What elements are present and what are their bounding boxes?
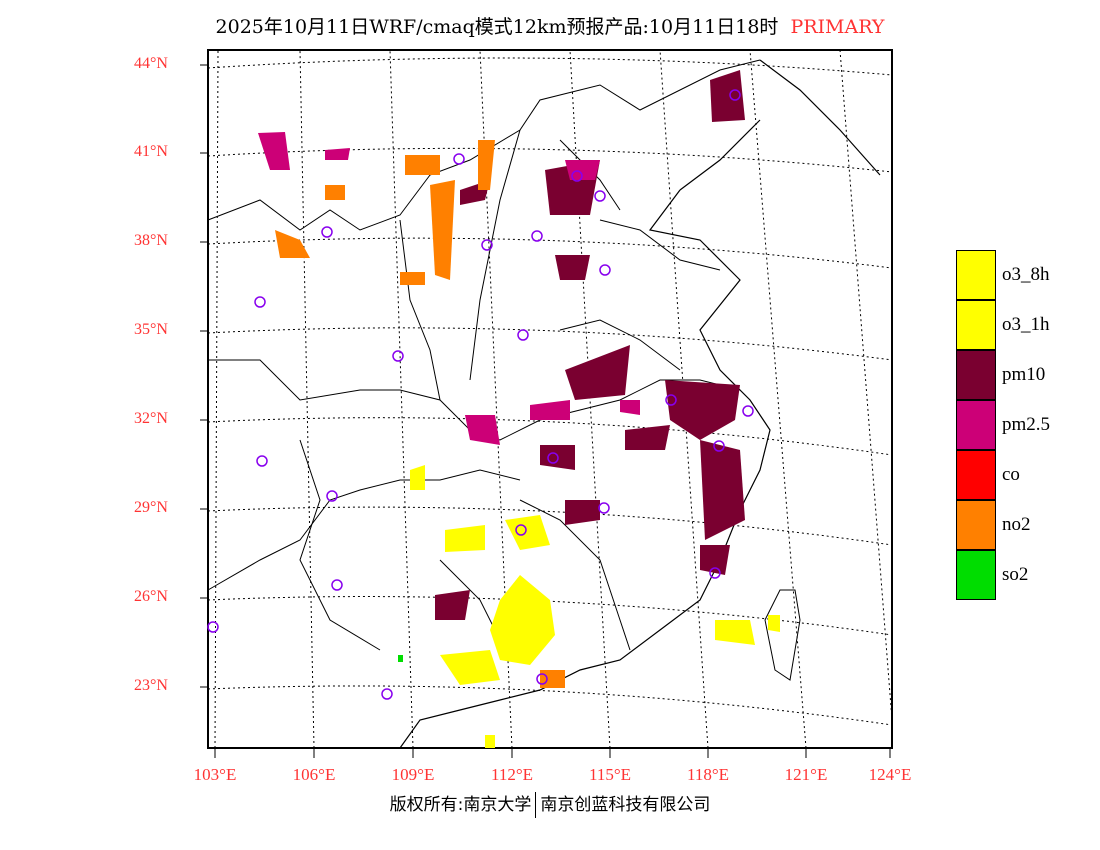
title-primary: PRIMARY (790, 16, 885, 38)
lon-label: 118°E (686, 765, 730, 784)
lon-label: 109°E (391, 765, 435, 784)
lon-label: 121°E (784, 765, 828, 784)
legend: o3_8h o3_1h pm10 pm2.5 co no2 so2 (956, 249, 1051, 600)
legend-item: so2 (956, 549, 1050, 600)
lon-label: 115°E (588, 765, 632, 784)
lon-label: 112°E (490, 765, 534, 784)
no2-patches (275, 140, 565, 688)
copyright-text: 版权所有:南京大学 (389, 795, 532, 815)
map-frame (207, 49, 893, 749)
legend-swatch (956, 549, 996, 600)
lat-label: 38°N (134, 232, 168, 249)
lat-label: 26°N (134, 588, 168, 605)
legend-swatch (956, 249, 996, 300)
map-title: 2025年10月11日WRF/cmaq模式12km预报产品:10月11日18时 P… (0, 12, 1100, 39)
legend-swatch (956, 349, 996, 400)
legend-item: pm2.5 (956, 399, 1051, 450)
lat-label: 41°N (134, 143, 168, 160)
title-text: 2025年10月11日WRF/cmaq模式12km预报产品:10月11日18时 (215, 16, 779, 38)
lat-label: 29°N (134, 499, 168, 516)
pollutant-patches (258, 70, 780, 748)
legend-item: pm10 (956, 349, 1050, 400)
axis-ticks (200, 64, 891, 758)
legend-label: pm2.5 (1002, 414, 1051, 435)
legend-item: o3_1h (956, 299, 1050, 350)
company-text: 南京创蓝科技有限公司 (540, 795, 711, 815)
o3-patches (410, 465, 780, 748)
coastline (399, 59, 881, 749)
lon-label: 103°E (193, 765, 237, 784)
legend-swatch (956, 399, 996, 450)
legend-label: co (1002, 464, 1020, 485)
taiwan-outline (764, 589, 801, 681)
lat-label: 32°N (134, 410, 168, 427)
pm25-patches (258, 132, 640, 445)
so2-patch (398, 655, 403, 662)
legend-item: co (956, 449, 1050, 500)
legend-label: o3_1h (1002, 314, 1050, 335)
footer-separator (535, 792, 537, 818)
lat-label: 23°N (134, 677, 168, 694)
legend-item: o3_8h (956, 249, 1050, 300)
lon-label: 106°E (292, 765, 336, 784)
legend-item: no2 (956, 499, 1050, 550)
lat-label: 44°N (134, 55, 168, 72)
legend-label: so2 (1002, 564, 1029, 585)
lon-label: 124°E (868, 765, 912, 784)
lat-label: 35°N (134, 321, 168, 338)
legend-label: no2 (1002, 514, 1031, 535)
legend-swatch (956, 299, 996, 350)
legend-swatch (956, 499, 996, 550)
legend-swatch (956, 449, 996, 500)
footer: 版权所有:南京大学 南京创蓝科技有限公司 (0, 790, 1100, 818)
legend-label: pm10 (1002, 364, 1046, 385)
legend-label: o3_8h (1002, 264, 1050, 285)
city-markers (207, 89, 754, 700)
